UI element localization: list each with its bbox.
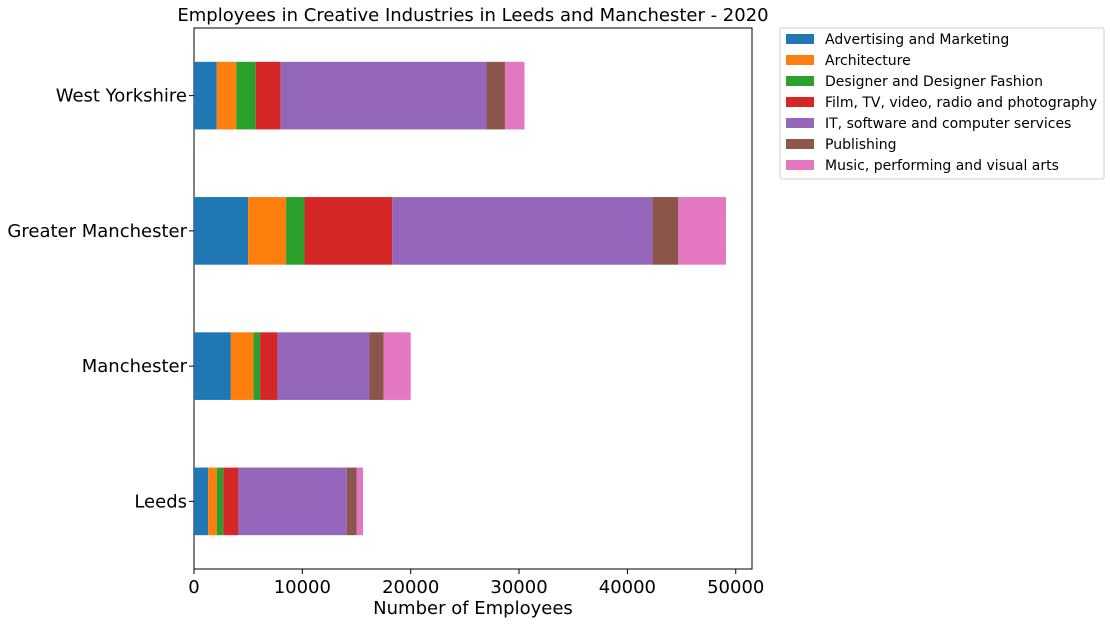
legend-entry-label: Designer and Designer Fashion	[825, 74, 1043, 90]
legend-swatch	[786, 55, 814, 65]
bar-leeds-series-4	[238, 467, 347, 536]
bar-greater-manchester-series-2	[286, 197, 305, 265]
legend-swatch	[786, 76, 814, 86]
legend-swatch	[786, 34, 814, 44]
bar-leeds-series-1	[208, 467, 217, 536]
y-tick-label: Leeds	[134, 491, 187, 512]
chart-title: Employees in Creative Industries in Leed…	[177, 5, 768, 26]
bar-west-yorkshire-series-0	[194, 61, 217, 130]
x-tick-label: 20000	[382, 577, 439, 598]
legend: Advertising and Marketing Architecture Des…	[779, 27, 1105, 180]
legend-frame	[779, 27, 1105, 180]
bar-manchester-series-1	[230, 332, 254, 400]
legend-swatch	[786, 160, 814, 170]
legend-entry-label: Publishing	[825, 137, 897, 153]
bar-greater-manchester-series-1	[248, 197, 287, 265]
x-tick-label: 50000	[707, 577, 764, 598]
legend-entry-label: Music, performing and visual arts	[825, 158, 1059, 174]
bar-greater-manchester-series-4	[392, 197, 653, 265]
bar-manchester-series-6	[383, 332, 411, 400]
bar-west-yorkshire-series-3	[255, 61, 281, 130]
bar-greater-manchester-series-6	[678, 197, 726, 265]
bar-manchester-series-5	[369, 332, 384, 400]
legend-swatch	[786, 139, 814, 149]
bar-west-yorkshire-series-1	[216, 61, 237, 130]
bar-manchester-series-2	[253, 332, 261, 400]
x-axis-label: Number of Employees	[373, 598, 573, 619]
y-tick-label: Manchester	[82, 356, 188, 377]
bar-leeds-series-6	[356, 467, 364, 536]
x-axis-ticks: 0 10000 20000 30000 40000 50000	[188, 569, 764, 598]
bar-west-yorkshire-series-6	[504, 61, 525, 130]
plot-area	[193, 27, 753, 570]
bar-leeds-series-0	[194, 467, 209, 536]
bar-manchester-series-4	[277, 332, 370, 400]
bars-group	[194, 61, 726, 536]
legend-entry-label: IT, software and computer services	[825, 116, 1071, 132]
bar-manchester-series-0	[194, 332, 231, 400]
bar-leeds-series-2	[216, 467, 224, 536]
bar-greater-manchester-series-5	[652, 197, 679, 265]
bar-leeds-series-5	[346, 467, 357, 536]
legend-swatch	[786, 118, 814, 128]
legend-entry-label: Film, TV, video, radio and photography	[825, 95, 1097, 111]
x-tick-label: 40000	[599, 577, 656, 598]
bar-west-yorkshire-series-2	[236, 61, 256, 130]
x-tick-label: 10000	[274, 577, 331, 598]
legend-entry-label: Architecture	[825, 53, 911, 69]
bar-leeds-series-3	[223, 467, 239, 536]
y-tick-label: West Yorkshire	[56, 86, 187, 107]
bar-greater-manchester-series-3	[304, 197, 393, 265]
legend-swatch	[786, 97, 814, 107]
x-tick-label: 0	[188, 577, 199, 598]
legend-entry-label: Advertising and Marketing	[825, 32, 1009, 48]
bar-west-yorkshire-series-5	[486, 61, 505, 130]
bar-manchester-series-3	[260, 332, 278, 400]
x-tick-label: 30000	[490, 577, 547, 598]
bar-greater-manchester-series-0	[194, 197, 249, 265]
y-axis-ticks: Leeds Manchester Greater Manchester West Yo…	[7, 86, 194, 512]
y-tick-label: Greater Manchester	[7, 221, 187, 242]
bar-west-yorkshire-series-4	[280, 61, 487, 130]
